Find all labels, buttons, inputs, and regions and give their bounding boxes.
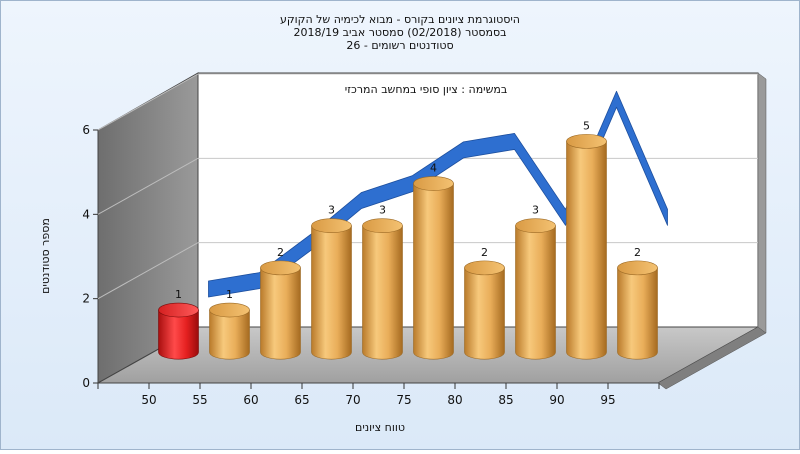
bar-body [515, 225, 556, 360]
bar-top [362, 218, 403, 233]
bar-value-label: 2 [481, 246, 488, 259]
y-tick-label: 2 [82, 292, 90, 306]
x-tick-label: 65 [294, 393, 309, 407]
gridline-side [97, 242, 199, 300]
bar-value-label: 1 [226, 288, 233, 301]
bar-top [158, 302, 199, 318]
bar-top [413, 176, 454, 191]
x-tick-label: 70 [345, 393, 360, 407]
bar-75: 4 [413, 162, 454, 360]
x-tick-label: 95 [600, 393, 615, 407]
bar-body [158, 309, 199, 360]
bar-value-label: 3 [328, 204, 335, 217]
gridline-side [97, 73, 199, 131]
chart-title-line-1: היסטוגרמת ציונים בקורס - מבוא לכימיה של … [280, 13, 520, 26]
x-axis-label: טווח ציונים [355, 421, 405, 434]
chart-title-line-3: סטודנטים רשומים - 26 [346, 39, 453, 52]
right-wall-edge [757, 72, 767, 334]
y-axis-label: מספר סטודנטים [39, 218, 52, 294]
bar-95: 2 [617, 246, 658, 360]
bar-body [311, 225, 352, 360]
y-tick-label: 6 [82, 123, 90, 137]
y-tick-label: 4 [82, 207, 90, 221]
bar-value-label: 2 [277, 246, 284, 259]
bar-body [464, 267, 505, 360]
bar-body [413, 183, 454, 360]
bar-value-label: 3 [379, 204, 386, 217]
x-tick-label: 85 [498, 393, 513, 407]
bar-50: 1 [158, 288, 199, 360]
bar-body [566, 141, 607, 360]
bar-top [566, 134, 607, 149]
bar-top [515, 218, 556, 233]
bar-60: 2 [260, 246, 301, 360]
bar-body [362, 225, 403, 360]
bar-top [311, 218, 352, 233]
bar-top [464, 260, 505, 276]
gridlines [97, 73, 758, 300]
bar-80: 2 [464, 246, 505, 360]
bar-body [617, 267, 658, 360]
axis-ticks: 0 2 4 6 50 55 60 65 70 75 80 85 90 95 [82, 123, 660, 407]
x-tick-label: 75 [396, 393, 411, 407]
x-tick-label: 80 [447, 393, 462, 407]
x-tick-label: 55 [192, 393, 207, 407]
y-tick-label: 0 [82, 376, 90, 390]
bar-85: 3 [515, 204, 556, 360]
bar-body [209, 309, 250, 360]
bar-value-label: 1 [175, 288, 182, 301]
bar-value-label: 3 [532, 204, 539, 217]
x-tick-label: 90 [549, 393, 564, 407]
bar-90: 5 [566, 119, 607, 360]
bar-top [260, 260, 301, 276]
x-tick-label: 50 [141, 393, 156, 407]
bar-top [617, 260, 658, 276]
bars: 1 1 2 3 3 4 2 3 5 2 [158, 119, 658, 360]
bar-value-label: 2 [634, 246, 641, 259]
bar-top [209, 302, 250, 318]
bar-65: 3 [311, 204, 352, 360]
bar-70: 3 [362, 204, 403, 360]
chart-subtitle: במשימה : ציון סופי במחשב המרכזי [345, 83, 508, 96]
x-tick-label: 60 [243, 393, 258, 407]
bar-55: 1 [209, 288, 250, 360]
bar-value-label: 4 [430, 162, 437, 175]
bar-body [260, 267, 301, 360]
chart-title-line-2: בסמסטר (02/2018) סמסטר אביב 2018/19 [293, 26, 506, 39]
gridline-side [97, 157, 199, 215]
bar-value-label: 5 [583, 119, 590, 132]
